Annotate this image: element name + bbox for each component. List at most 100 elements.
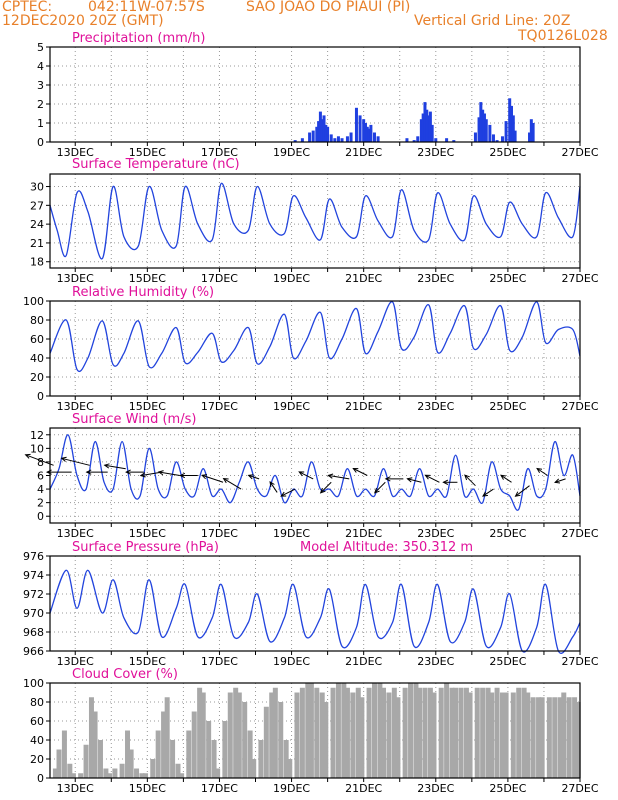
bar (340, 138, 344, 142)
bar (402, 687, 408, 778)
bar (320, 119, 324, 142)
wind-arrow-head (514, 491, 521, 497)
x-tick-label: 25DEC (489, 655, 526, 668)
bar (314, 687, 320, 778)
bar (242, 702, 248, 778)
bar (575, 702, 581, 778)
bar (491, 134, 495, 142)
x-tick-label: 19DEC (273, 400, 310, 413)
bar (52, 768, 58, 778)
bar (529, 119, 533, 142)
bar (369, 124, 373, 142)
bar (371, 683, 377, 778)
bar (350, 692, 356, 778)
bar (344, 687, 350, 778)
bar (305, 683, 311, 778)
bar (427, 687, 433, 778)
x-tick-label: 15DEC (129, 146, 166, 159)
wind-arrow-shaft (298, 471, 314, 480)
x-tick-label: 25DEC (489, 782, 526, 795)
bar (278, 702, 284, 778)
bar (358, 115, 362, 142)
wind-arrow-shaft (104, 464, 126, 470)
bar (489, 692, 495, 778)
x-tick-label: 19DEC (273, 146, 310, 159)
wind-arrow-head (352, 467, 359, 473)
bar (308, 132, 312, 142)
bar (488, 124, 492, 142)
bar (119, 763, 125, 778)
bar (509, 105, 513, 142)
wind-arrow-head (406, 477, 413, 483)
bar (283, 740, 289, 778)
wind-arrow-head (298, 471, 305, 477)
wind-arrow-head (179, 472, 186, 479)
x-tick-label: 27DEC (561, 527, 598, 540)
bar (335, 683, 341, 778)
wind-arrow-shaft (158, 471, 180, 476)
bar (269, 692, 275, 778)
bar (341, 683, 347, 778)
x-tick-label: 15DEC (129, 527, 166, 540)
header-grid-note: Vertical Grid Line: 20Z (414, 13, 571, 29)
series-line (49, 301, 581, 373)
wind-arrow-head (269, 481, 275, 487)
x-tick-label: 23DEC (417, 146, 454, 159)
wind-arrow-shaft (500, 474, 512, 483)
y-tick-label: 60 (30, 333, 44, 346)
panel-frame (49, 300, 581, 397)
y-tick-label: 20 (30, 371, 44, 384)
x-tick-label: 13DEC (57, 655, 94, 668)
wind-arrow-head (554, 478, 561, 484)
bar (215, 768, 221, 778)
y-tick-label: 4 (37, 60, 44, 73)
y-tick-label: 100 (23, 677, 44, 690)
bar (318, 111, 322, 142)
bar (139, 773, 145, 778)
bar (572, 697, 578, 778)
bar (521, 687, 527, 778)
panel-title: Relative Humidity (%) (72, 285, 214, 300)
x-tick-label: 23DEC (417, 400, 454, 413)
bar (251, 759, 257, 778)
y-tick-label: 27 (30, 199, 44, 212)
bar (376, 136, 380, 142)
bar (363, 123, 367, 142)
x-tick-label: 17DEC (201, 527, 238, 540)
bar (408, 683, 414, 778)
bar (236, 692, 242, 778)
bar (206, 721, 212, 778)
bar (453, 687, 459, 778)
bar (326, 126, 330, 142)
series-line (49, 569, 581, 654)
x-tick-label: 15DEC (129, 782, 166, 795)
bar (150, 759, 156, 778)
bar (200, 692, 206, 778)
bar (444, 683, 450, 778)
wind-arrow-shaft (140, 471, 162, 477)
bar (70, 773, 76, 778)
header-model-code: TQ0126L028 (518, 28, 608, 44)
wind-arrow-head (125, 469, 131, 475)
bar (359, 697, 365, 778)
bar (247, 730, 253, 778)
bar (557, 697, 563, 778)
bar (495, 140, 499, 142)
bar (386, 692, 392, 778)
bar (438, 687, 444, 778)
series-line (49, 182, 581, 260)
wind-arrow-head (373, 487, 380, 494)
wind-arrow-shaft (269, 481, 278, 493)
bar (88, 697, 94, 778)
bar (367, 128, 371, 142)
bar (467, 692, 473, 778)
wind-arrow-head (442, 479, 449, 485)
y-tick-label: 4 (37, 483, 44, 496)
bar (258, 740, 264, 778)
bar (413, 683, 419, 778)
bar (315, 126, 319, 142)
bar (561, 692, 567, 778)
wind-arrow-shaft (374, 481, 386, 494)
bar (528, 132, 532, 142)
y-tick-label: 12 (30, 429, 44, 442)
